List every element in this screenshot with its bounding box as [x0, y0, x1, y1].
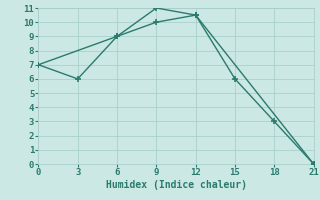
X-axis label: Humidex (Indice chaleur): Humidex (Indice chaleur) [106, 180, 246, 190]
